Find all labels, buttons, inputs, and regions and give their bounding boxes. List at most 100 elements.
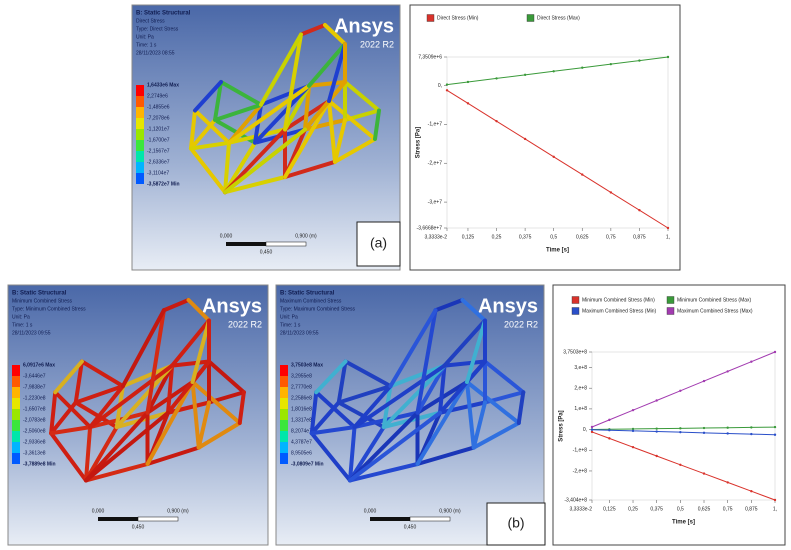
y-tick-label: -1,e+8 (573, 448, 588, 454)
data-point (750, 360, 752, 362)
data-point (774, 499, 776, 501)
legend-band (280, 409, 288, 420)
data-point (703, 472, 705, 474)
y-tick-label: 3,e+8 (574, 365, 587, 371)
legend-value: -3,7889e8 Min (23, 461, 56, 467)
scale-label: 0,450 (404, 524, 417, 530)
legend-band (136, 129, 144, 140)
panel-header-line: B: Static Structural (136, 11, 191, 17)
legend-value: -1,2230e8 (23, 395, 46, 401)
ansys-version: 2022 R2 (228, 319, 262, 329)
y-tick-label: -2,e+7 (428, 161, 443, 167)
legend-value: 3,7503e8 Max (291, 362, 323, 368)
legend-value: 2,7770e8 (291, 384, 312, 390)
panel-header-line: 28/11/2023 09:55 (280, 330, 319, 336)
data-point (703, 427, 705, 429)
x-axis-title: Time [s] (672, 520, 695, 526)
panel-header-line: Direct Stress (136, 18, 165, 24)
scale-bar-dark (370, 517, 410, 521)
legend-value: -2,9336e8 (23, 439, 46, 445)
legend-value: 8,2074e7 (291, 428, 312, 434)
legend-band (280, 453, 288, 464)
legend-value: -1,6700e7 (147, 137, 170, 143)
legend-label: Minimum Combined Stress (Max) (677, 297, 752, 303)
panel-header-line: Type: Minimum Combined Stress (12, 306, 86, 312)
x-tick-label: 0,375 (650, 506, 663, 512)
scale-label: 0,450 (132, 524, 145, 530)
legend-value: -3,1104e7 (147, 170, 169, 176)
data-point (591, 429, 593, 431)
data-point (632, 446, 634, 448)
legend-value: -1,1201e7 (147, 126, 170, 132)
legend-swatch (572, 308, 579, 315)
panel-header-line: Time: 1 s (136, 42, 157, 48)
legend-band (12, 376, 20, 387)
legend-band (280, 398, 288, 409)
panel-header-line: Maximum Combined Stress (280, 298, 342, 304)
legend-band (136, 173, 144, 184)
x-tick-label: 0,625 (698, 506, 711, 512)
legend-value: -3,3613e8 (23, 450, 46, 456)
ansys-logo: Ansys (334, 15, 394, 37)
legend-value: -1,6507e8 (23, 406, 46, 412)
x-tick-label: 0,125 (603, 506, 616, 512)
subfigure-label: (a) (370, 235, 387, 251)
data-point (446, 83, 448, 85)
legend-band (136, 140, 144, 151)
legend-label: Maximum Combined Stress (Min) (582, 308, 657, 314)
legend-label: Direct Stress (Min) (437, 15, 479, 21)
data-point (774, 351, 776, 353)
y-axis-title: Stress [Pa] (559, 410, 565, 441)
panel-header-line: B: Static Structural (280, 291, 335, 297)
data-point (726, 432, 728, 434)
panel-header-line: 28/11/2023 08:55 (136, 50, 175, 56)
scale-bar-light (410, 517, 450, 521)
ansys-version: 2022 R2 (504, 319, 538, 329)
ansys-logo: Ansys (202, 295, 262, 317)
y-tick-label: 7,3509e+6 (418, 54, 442, 60)
scale-label: 0,000 (92, 508, 105, 514)
panel-header-line: 28/11/2023 09:55 (12, 330, 51, 336)
data-point (632, 409, 634, 411)
data-point (679, 464, 681, 466)
data-point (552, 70, 554, 72)
panel-header-line: B: Static Structural (12, 291, 67, 297)
x-tick-label: 0,875 (745, 506, 758, 512)
legend-band (136, 151, 144, 162)
legend-band (280, 376, 288, 387)
legend-band (280, 431, 288, 442)
legend-value: 3,2955e8 (291, 373, 312, 379)
data-point (608, 429, 610, 431)
data-point (610, 191, 612, 193)
legend-value: -2,0783e8 (23, 417, 46, 423)
panel-header-line: Time: 1 s (12, 322, 33, 328)
legend-swatch (667, 308, 674, 315)
data-point (495, 120, 497, 122)
data-point (467, 102, 469, 104)
legend-swatch (427, 15, 434, 22)
y-tick-label: 3,7503e+8 (563, 349, 587, 355)
legend-label: Maximum Combined Stress (Max) (677, 308, 753, 314)
legend-value: 2,2749e6 (147, 93, 168, 99)
data-point (655, 427, 657, 429)
data-point (679, 427, 681, 429)
data-point (552, 156, 554, 158)
data-point (655, 455, 657, 457)
x-axis-title: Time [s] (546, 248, 569, 254)
data-point (774, 434, 776, 436)
x-tick-label: 0,375 (519, 234, 532, 240)
data-point (524, 74, 526, 76)
legend-value: 1,6433e6 Max (147, 82, 179, 88)
page: B: Static StructuralDirect StressType: D… (0, 0, 791, 550)
y-tick-label: 1,e+8 (574, 406, 587, 412)
legend-band (12, 442, 20, 453)
data-point (726, 427, 728, 429)
legend-band (280, 387, 288, 398)
panel-header-line: Type: Maximum Combined Stress (280, 306, 356, 312)
legend-band (136, 162, 144, 173)
x-tick-label: 0,625 (576, 234, 589, 240)
ansys-logo: Ansys (478, 295, 538, 317)
data-point (774, 426, 776, 428)
panel-header-line: Unit: Pa (12, 314, 30, 320)
scale-label: 0,000 (364, 508, 377, 514)
